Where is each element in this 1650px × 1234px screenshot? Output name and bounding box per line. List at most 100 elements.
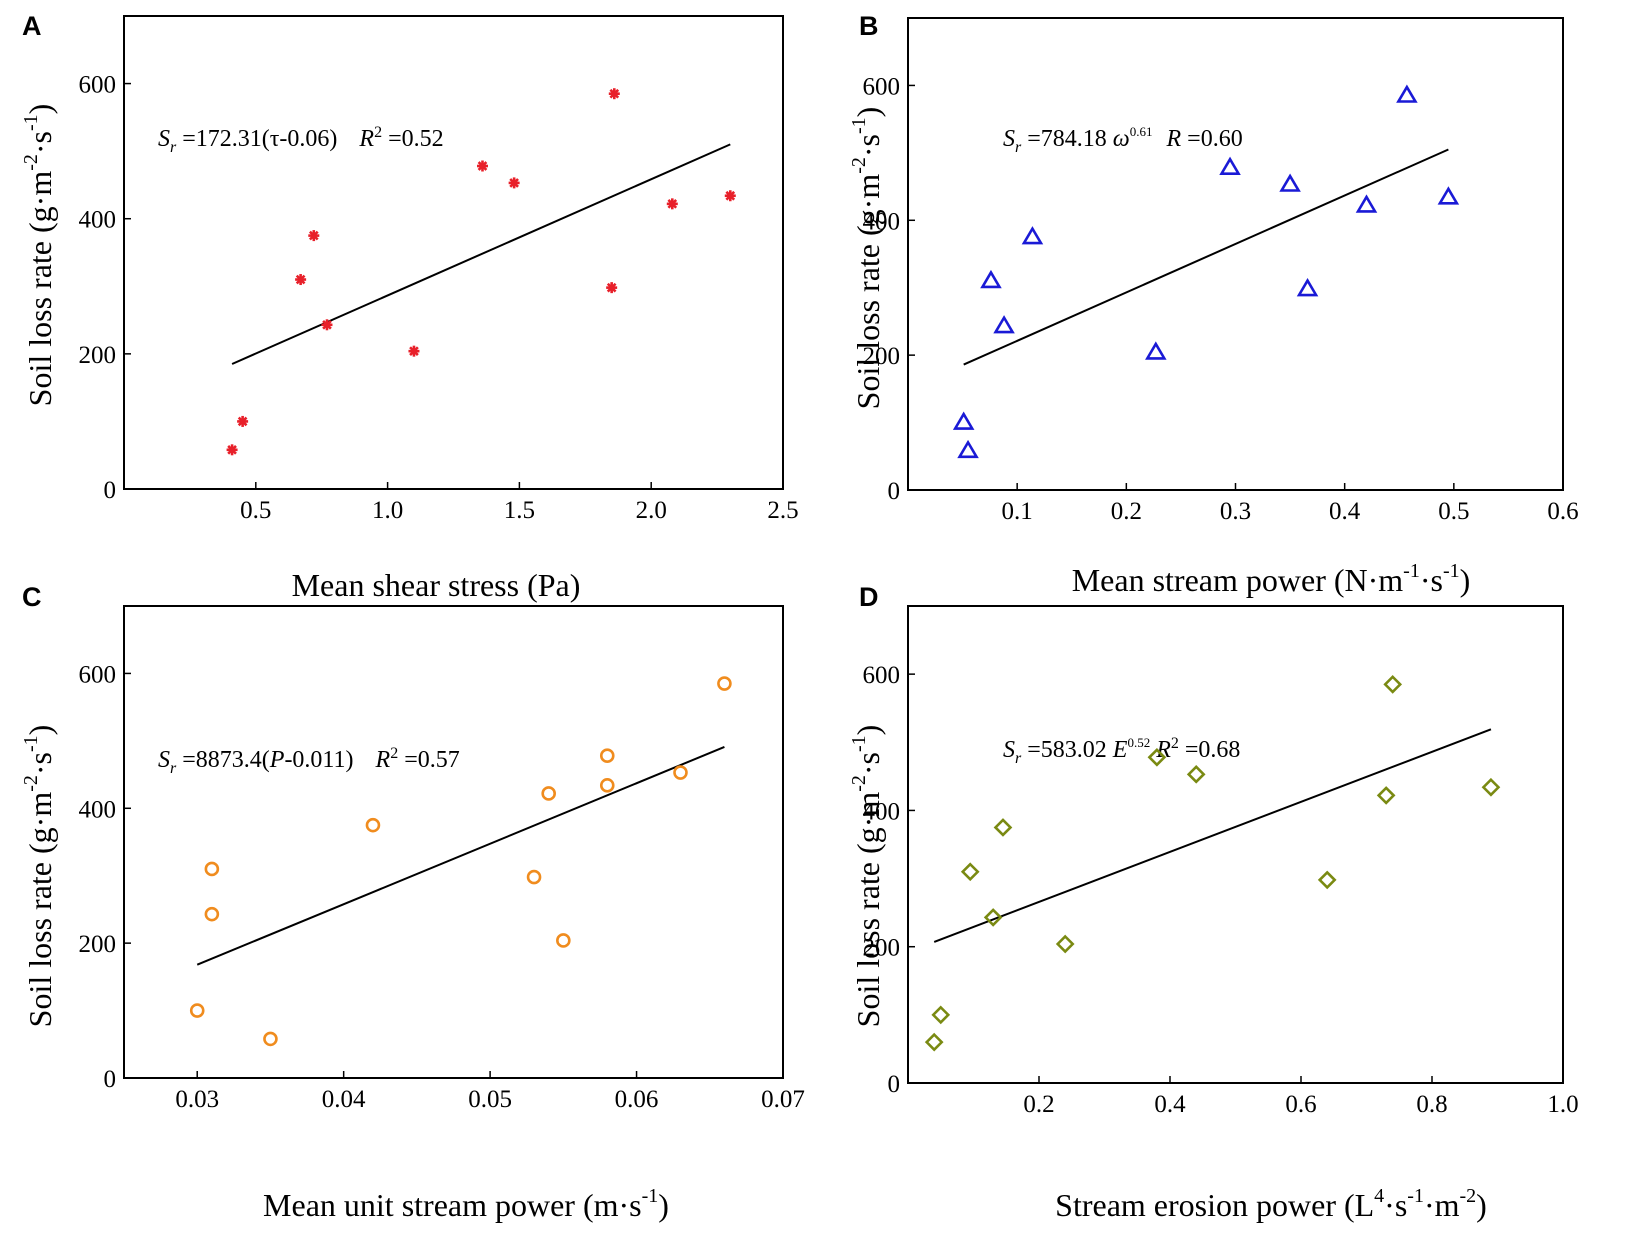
panel-d: D Sr =583.02 E0.52 R2 =0.68 Stream erosio… bbox=[848, 582, 1579, 1223]
ylabel-b-mid: ·s bbox=[850, 134, 886, 157]
equation-b: Sr =784.18 ω0.61 R =0.60 bbox=[1003, 124, 1243, 156]
eq-b-rest: =784.18 bbox=[1021, 126, 1113, 152]
x-tick-label-a: 0.5 bbox=[240, 497, 271, 524]
ylabel-d-mid: ·s bbox=[850, 752, 886, 775]
data-point-d bbox=[1376, 786, 1396, 805]
data-point-a bbox=[724, 190, 736, 202]
x-tick-label-a: 1.0 bbox=[372, 497, 403, 524]
data-point-c bbox=[365, 817, 381, 833]
eq-d-r-sup: 2 bbox=[1171, 735, 1179, 752]
y-tick-label-b: 400 bbox=[863, 208, 901, 235]
data-point-d bbox=[1055, 934, 1075, 954]
x-axis-label-d: Stream erosion power (L4·s-1·m-2) bbox=[1055, 1185, 1487, 1223]
regression-line-a bbox=[231, 143, 731, 365]
ylabel-c-sup1: -2 bbox=[20, 775, 42, 792]
data-point-b bbox=[1396, 84, 1418, 103]
panel-c: C Sr =8873.4(P-0.011) R2 =0.57 Mean unit … bbox=[20, 582, 805, 1223]
ylabel-c-end: ) bbox=[22, 725, 58, 736]
data-point-b bbox=[1279, 173, 1301, 192]
y-tick-label-d: 200 bbox=[863, 935, 901, 962]
y-tick-label-c: 0 bbox=[104, 1066, 117, 1093]
eq-a-s: S bbox=[158, 126, 170, 152]
regression-line-c bbox=[196, 746, 725, 966]
data-point-a bbox=[408, 345, 420, 357]
xlabel-d-sup1: 4 bbox=[1374, 1185, 1384, 1207]
plot-frame-b bbox=[907, 17, 1564, 491]
data-point-a bbox=[295, 274, 307, 286]
data-point-c bbox=[673, 765, 688, 780]
data-point-c bbox=[556, 933, 571, 948]
y-tick-label-c: 400 bbox=[79, 796, 117, 823]
x-axis-label-b: Mean stream power (N·m-1·s-1) bbox=[1072, 560, 1471, 598]
xlabel-b-main: Mean stream power (N·m bbox=[1072, 562, 1404, 598]
ylabel-a-main: Soil loss rate (g·m bbox=[22, 171, 58, 407]
data-point-b bbox=[1219, 156, 1241, 175]
ylabel-d-end: ) bbox=[850, 725, 886, 736]
y-tick-label-a: 0 bbox=[104, 477, 117, 504]
eq-d-r: R bbox=[1155, 737, 1171, 763]
ylabel-c-mid: ·s bbox=[22, 752, 58, 775]
regression-line-d bbox=[933, 728, 1492, 943]
ylabel-b-sup2: -1 bbox=[848, 117, 870, 134]
eq-b-s: S bbox=[1003, 126, 1015, 152]
y-tick-label-d: 600 bbox=[863, 662, 901, 689]
xlabel-b-end: ) bbox=[1460, 562, 1471, 598]
x-axis-label-a: Mean shear stress (Pa) bbox=[292, 567, 581, 603]
data-point-c bbox=[204, 861, 220, 877]
ylabel-b-end: ) bbox=[850, 107, 886, 118]
x-tick-label-b: 0.6 bbox=[1547, 498, 1578, 525]
x-tick-label-b: 0.4 bbox=[1329, 498, 1361, 525]
data-point-b bbox=[1296, 277, 1319, 297]
eq-c-r: R bbox=[375, 747, 391, 773]
ylabel-d-main: Soil loss rate (g·m bbox=[850, 792, 886, 1028]
eq-c-r-sup: 2 bbox=[390, 745, 398, 762]
eq-a-val: =0.52 bbox=[382, 126, 444, 152]
data-point-d bbox=[1317, 870, 1337, 890]
xlabel-d-sup3: -2 bbox=[1460, 1185, 1477, 1207]
x-tick-label-d: 0.8 bbox=[1416, 1091, 1447, 1118]
x-tick-label-d: 0.2 bbox=[1023, 1091, 1054, 1118]
ylabel-d-sup2: -1 bbox=[848, 735, 870, 752]
x-tick-label-c: 0.06 bbox=[615, 1086, 659, 1113]
data-point-c bbox=[189, 1003, 205, 1018]
y-tick-label-a: 200 bbox=[79, 342, 117, 369]
data-point-c bbox=[599, 748, 615, 763]
equation-a: Sr =172.31(τ-0.06) R2 =0.52 bbox=[158, 124, 444, 156]
x-tick-label-a: 2.0 bbox=[636, 497, 667, 524]
x-tick-label-c: 0.05 bbox=[468, 1086, 512, 1113]
xlabel-d-sup2: -1 bbox=[1407, 1185, 1424, 1207]
y-tick-label-d: 0 bbox=[888, 1071, 901, 1098]
data-point-b bbox=[1145, 341, 1167, 360]
panel-letter-b: B bbox=[859, 11, 879, 41]
y-tick-label-c: 600 bbox=[79, 661, 117, 688]
data-point-b bbox=[1355, 194, 1378, 213]
data-point-d bbox=[1186, 764, 1206, 784]
equation-c: Sr =8873.4(P-0.011) R2 =0.57 bbox=[158, 745, 460, 777]
x-tick-label-c: 0.04 bbox=[322, 1086, 366, 1113]
panel-a: A Sr =172.31(τ-0.06) R2 =0.52 Mean shear … bbox=[20, 11, 799, 603]
panel-letter-c: C bbox=[22, 582, 42, 612]
x-tick-label-b: 0.5 bbox=[1438, 498, 1469, 525]
data-point-d bbox=[1383, 675, 1403, 694]
eq-d-e: E bbox=[1112, 737, 1128, 763]
equation-d: Sr =583.02 E0.52 R2 =0.68 bbox=[1003, 735, 1240, 767]
data-point-d bbox=[924, 1032, 944, 1052]
y-tick-label-d: 400 bbox=[863, 798, 901, 825]
data-point-c bbox=[599, 778, 615, 793]
ylabel-a-mid: ·s bbox=[22, 131, 58, 154]
eq-c-rest2: -0.011) bbox=[284, 747, 353, 773]
ylabel-a-end: ) bbox=[22, 104, 58, 115]
eq-c-val: =0.57 bbox=[398, 747, 460, 773]
data-point-c bbox=[263, 1031, 278, 1047]
x-tick-label-b: 0.2 bbox=[1111, 498, 1142, 525]
xlabel-d-main: Stream erosion power (L bbox=[1055, 1187, 1374, 1223]
eq-d-s: S bbox=[1003, 737, 1015, 763]
data-point-a bbox=[608, 88, 620, 100]
y-tick-label-a: 400 bbox=[79, 207, 117, 234]
data-point-c bbox=[526, 869, 542, 885]
xlabel-b-sup2: -1 bbox=[1443, 560, 1460, 582]
data-point-a bbox=[308, 230, 320, 242]
xlabel-c-end: ) bbox=[658, 1187, 669, 1223]
panel-letter-d: D bbox=[859, 582, 879, 612]
